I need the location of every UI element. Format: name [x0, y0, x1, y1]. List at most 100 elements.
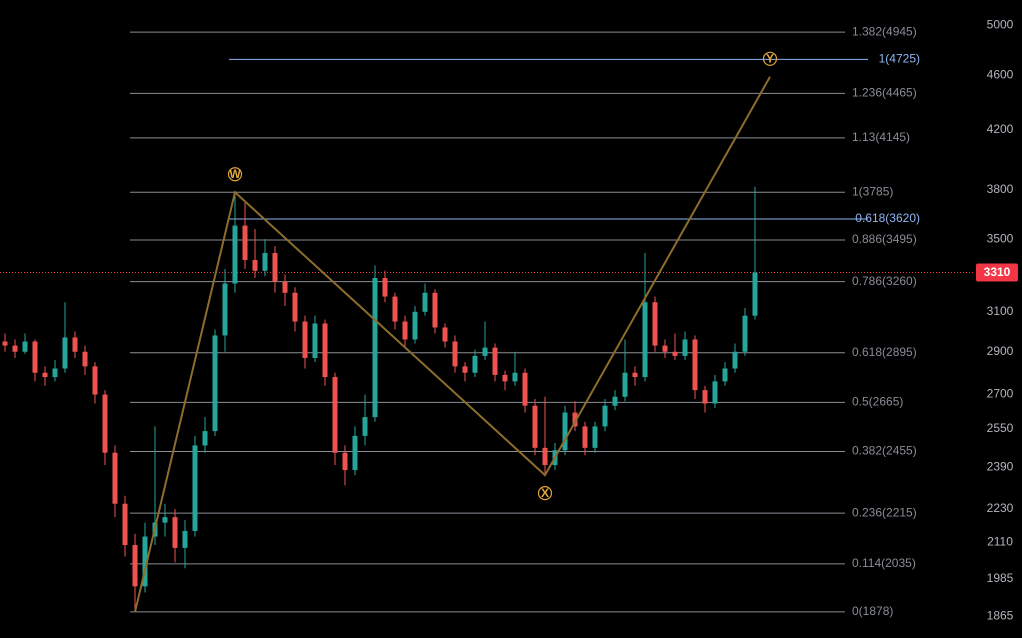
candle-body: [632, 372, 638, 378]
candle-body: [712, 381, 718, 404]
candle-body: [362, 417, 368, 436]
candle-body: [652, 302, 658, 346]
candle-body: [52, 368, 58, 378]
y-tick-label: 2900: [987, 344, 1014, 358]
y-tick-label: 2550: [987, 421, 1014, 435]
candle-body: [572, 412, 578, 427]
candle-body: [482, 347, 488, 356]
candle-body: [222, 283, 228, 336]
candle-body: [582, 426, 588, 448]
candle-body: [242, 225, 248, 261]
candle-body: [232, 225, 238, 284]
candle-body: [102, 394, 108, 453]
fib-label: 0.886(3495): [852, 232, 917, 246]
candle-body: [742, 315, 748, 352]
candle-body: [142, 536, 148, 587]
fib-label: 0.236(2215): [852, 505, 917, 519]
candle-body: [272, 252, 278, 282]
fib-label: 0.114(2035): [852, 556, 916, 570]
candle-body: [42, 372, 48, 378]
candle-body: [722, 368, 728, 382]
candle-body: [612, 396, 618, 406]
y-tick-label: 5000: [987, 18, 1014, 32]
candle-body: [392, 296, 398, 322]
candle-body: [212, 335, 218, 432]
candle-body: [352, 435, 358, 471]
wave-label-circle: [537, 486, 553, 501]
candle-body: [122, 503, 128, 546]
candle-body: [752, 272, 758, 316]
fib-label: 0.382(2455): [852, 444, 917, 458]
candle-body: [172, 517, 178, 548]
candle-body: [442, 327, 448, 342]
candle-body: [112, 452, 118, 504]
candle-body: [22, 341, 28, 352]
last-price-label: 3310: [984, 265, 1011, 279]
candle-body: [542, 447, 548, 466]
candle-body: [472, 355, 478, 373]
wave-label: Y: [766, 51, 774, 65]
fib-label: 0.618(3620): [855, 211, 920, 225]
candle-body: [532, 405, 538, 448]
candle-body: [372, 278, 378, 418]
fib-label: 0.618(2895): [852, 345, 917, 359]
y-tick-label: 2110: [987, 534, 1013, 548]
candle-body: [302, 321, 308, 358]
candle-body: [192, 445, 198, 531]
candle-body: [92, 366, 98, 395]
candle-body: [512, 372, 518, 382]
candle-body: [382, 278, 388, 297]
y-tick-label: 3100: [987, 304, 1014, 318]
wave-line: [134, 76, 771, 613]
fib-label: 0(1878): [852, 604, 893, 618]
candle-body: [642, 302, 648, 378]
candle-body: [692, 339, 698, 391]
candle-body: [312, 323, 318, 358]
y-tick-label: 1865: [987, 608, 1014, 622]
fib-label: 1.236(4465): [852, 85, 917, 99]
y-tick-label: 4200: [987, 122, 1014, 136]
fib-label: 0.5(2665): [852, 395, 903, 409]
candle-body: [402, 321, 408, 340]
candle-body: [162, 517, 168, 523]
candle-body: [672, 351, 678, 356]
wave-label-circle: [762, 51, 778, 66]
candle-body: [422, 292, 428, 312]
candle-body: [182, 530, 188, 548]
candle-body: [412, 311, 418, 340]
candle-body: [522, 372, 528, 406]
candle-body: [12, 345, 18, 352]
candle-body: [602, 405, 608, 427]
fib-label: 1.13(4145): [852, 130, 910, 144]
y-tick-label: 2230: [987, 501, 1014, 515]
last-price-tag: [976, 263, 1018, 282]
candle-body: [332, 377, 338, 453]
wave-label: W: [229, 167, 241, 181]
candle-body: [452, 341, 458, 367]
candle-body: [2, 341, 8, 346]
y-tick-label: 2700: [987, 387, 1014, 401]
fib-label: 1.382(4945): [852, 24, 917, 38]
candle-body: [432, 292, 438, 328]
y-tick-label: 2390: [987, 460, 1014, 474]
candle-body: [492, 347, 498, 375]
candle-body: [202, 431, 208, 446]
candle-body: [342, 452, 348, 471]
y-tick-label: 3500: [987, 231, 1014, 245]
candle-body: [682, 339, 688, 356]
candle-body: [252, 260, 258, 271]
fib-label: 1(3785): [852, 184, 893, 198]
y-tick-label: 3800: [987, 182, 1014, 196]
candle-body: [282, 281, 288, 293]
y-tick-label: 4600: [987, 68, 1014, 82]
candle-body: [702, 390, 708, 404]
y-tick-label: 1985: [987, 571, 1014, 585]
candle-body: [592, 426, 598, 448]
candle-body: [262, 252, 268, 271]
candle-body: [322, 323, 328, 378]
candle-body: [622, 372, 628, 397]
wave-label: X: [541, 486, 549, 500]
candle-body: [662, 345, 668, 352]
candle-body: [292, 292, 298, 322]
candle-body: [562, 412, 568, 451]
